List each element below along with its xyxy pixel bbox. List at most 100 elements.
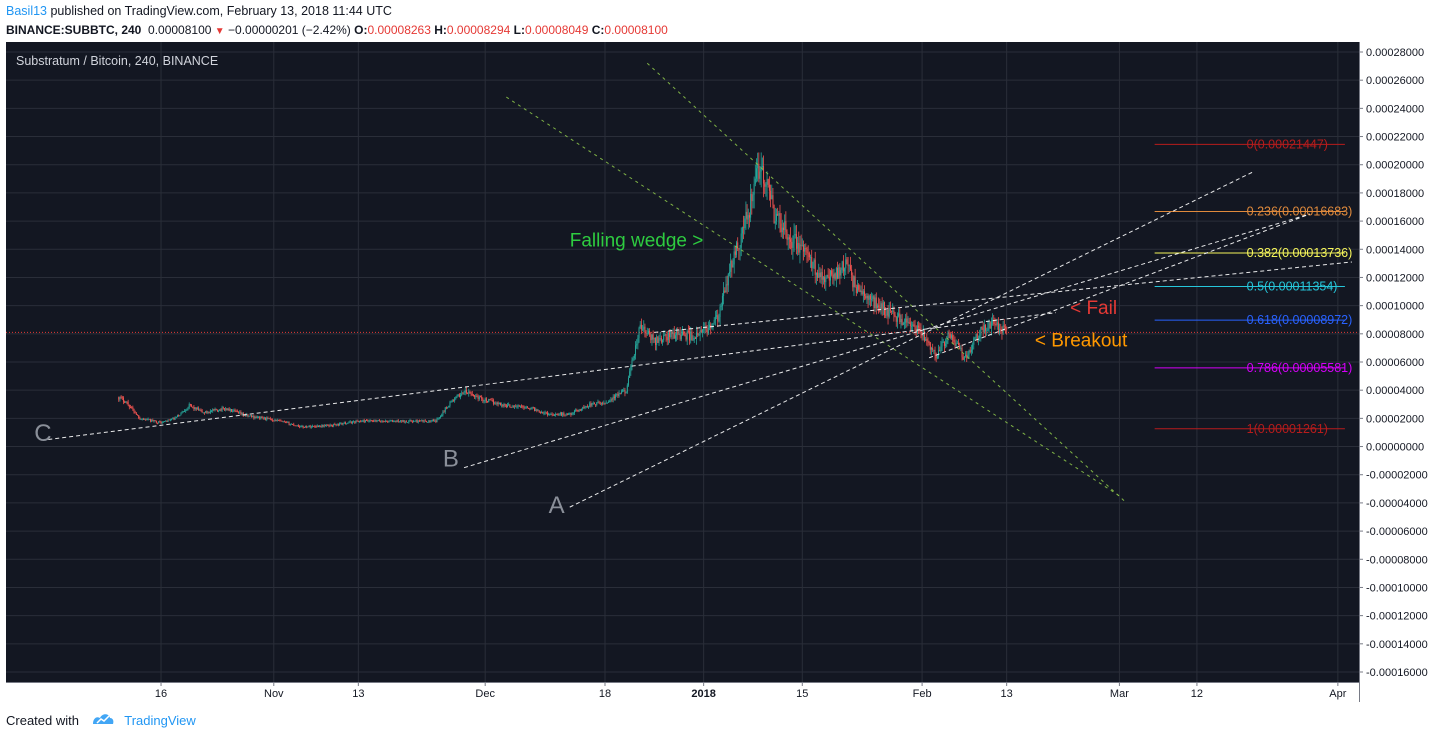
candle-body	[335, 424, 337, 426]
candle-body	[882, 302, 884, 309]
candle-body	[532, 407, 534, 409]
candle-body	[989, 322, 991, 329]
candle-body	[265, 417, 267, 420]
down-arrow-icon: ▼	[214, 26, 225, 37]
candle-body	[503, 404, 505, 407]
candle-body	[247, 414, 249, 417]
tradingview-logo-icon[interactable]	[91, 711, 115, 733]
candle-body	[192, 406, 194, 408]
candle-body	[923, 331, 925, 341]
trendline-wedge-upper[interactable]	[646, 62, 1127, 504]
author-link[interactable]: Basil13	[6, 4, 47, 18]
candle-body	[396, 420, 398, 422]
price-chart[interactable]: 0(0.00021447) 0.236(0.00016683) 0.382(0.00…	[6, 42, 1432, 702]
candle-body	[280, 420, 282, 422]
candle-body	[384, 420, 386, 423]
candle-body	[752, 194, 754, 202]
candle-body	[879, 306, 881, 311]
candle-body	[402, 420, 404, 422]
candle-body	[300, 426, 302, 428]
candle-body	[337, 423, 339, 425]
y-tick-label: -0.00012000	[1366, 611, 1428, 623]
candle-body	[188, 404, 190, 408]
candle-body	[833, 273, 835, 279]
candle-body	[370, 420, 372, 421]
candle-body	[829, 270, 831, 281]
candle-body	[322, 424, 324, 427]
chart-title: Substratum / Bitcoin, 240, BINANCE	[16, 54, 218, 68]
candle-body	[186, 408, 188, 411]
candle-body	[159, 421, 161, 423]
trendline-line-upper[interactable]	[654, 261, 1353, 333]
candle-body	[588, 406, 590, 408]
candle-body	[744, 218, 746, 229]
candle-body	[332, 425, 334, 427]
candle-body	[699, 330, 701, 335]
candle-body	[118, 397, 120, 400]
candle-body	[677, 330, 679, 335]
candle-body	[551, 414, 553, 415]
candle-body	[320, 425, 322, 427]
candle-body	[611, 399, 613, 401]
candle-body	[524, 407, 526, 409]
candle-body	[431, 420, 433, 422]
tradingview-brand-link[interactable]: TradingView	[124, 713, 196, 728]
candle-body	[928, 342, 930, 343]
candle-body	[552, 414, 554, 416]
candle-body	[478, 396, 480, 399]
candle-body	[483, 400, 485, 402]
candle-body	[945, 343, 947, 346]
candle-body	[153, 420, 155, 422]
candle-body	[317, 425, 319, 427]
fibonacci-retracement[interactable]: 0(0.00021447) 0.236(0.00016683) 0.382(0.00…	[6, 137, 1359, 436]
candle-body	[768, 184, 770, 191]
price-axis[interactable]: 0.00028000 0.00026000 0.00024000 0.00022000…	[1359, 42, 1432, 702]
candle-body	[420, 420, 422, 422]
y-tick-label: -0.00010000	[1366, 582, 1428, 594]
candle-body	[1003, 325, 1005, 328]
symbol-label[interactable]: BINANCE:SUBBTC, 240	[6, 23, 142, 37]
y-tick-label: 0.00024000	[1366, 103, 1424, 115]
candle-body	[858, 285, 860, 290]
y-tick-label: 0.00026000	[1366, 75, 1424, 87]
candle-body	[451, 400, 453, 402]
trendline-line-breakout[interactable]	[928, 213, 1310, 359]
candle-body	[852, 275, 854, 288]
candle-body	[205, 411, 207, 414]
candle-body	[175, 417, 177, 418]
candle-body	[302, 425, 304, 428]
time-axis[interactable]: 16 Nov 13 Dec 18 2018 15 Feb 13 Mar 12 Apr	[6, 682, 1359, 702]
candle-body	[963, 356, 965, 360]
candle-body	[167, 419, 169, 422]
candle-body	[817, 272, 819, 278]
candle-body	[549, 414, 551, 416]
candle-body	[133, 409, 135, 413]
candle-body	[546, 412, 548, 416]
open-label: O:	[354, 23, 368, 37]
candle-body	[875, 297, 877, 309]
candle-body	[199, 410, 201, 411]
candle-body	[886, 310, 888, 316]
candle-body	[307, 426, 309, 428]
trendline-line-c[interactable]	[48, 312, 1057, 440]
trendlines[interactable]	[48, 62, 1353, 508]
candle-body	[180, 412, 182, 416]
candle-body	[347, 423, 349, 425]
candle-body	[940, 346, 942, 352]
candle-body	[491, 400, 493, 401]
trendline-line-a[interactable]	[569, 171, 1254, 508]
trendline-line-b[interactable]	[463, 213, 1310, 469]
trendline-wedge-lower[interactable]	[506, 96, 1120, 497]
candle-body	[356, 420, 358, 422]
candle-body	[820, 272, 822, 278]
candle-body	[663, 334, 665, 341]
candle-body	[694, 337, 696, 339]
candle-body	[855, 287, 857, 293]
candle-body	[226, 408, 228, 411]
candlestick-series[interactable]	[118, 152, 1008, 429]
candle-body	[651, 334, 653, 341]
candle-body	[620, 391, 622, 394]
candle-body	[927, 340, 929, 343]
created-with-text: Created with	[6, 713, 79, 728]
candle-body	[676, 330, 678, 336]
